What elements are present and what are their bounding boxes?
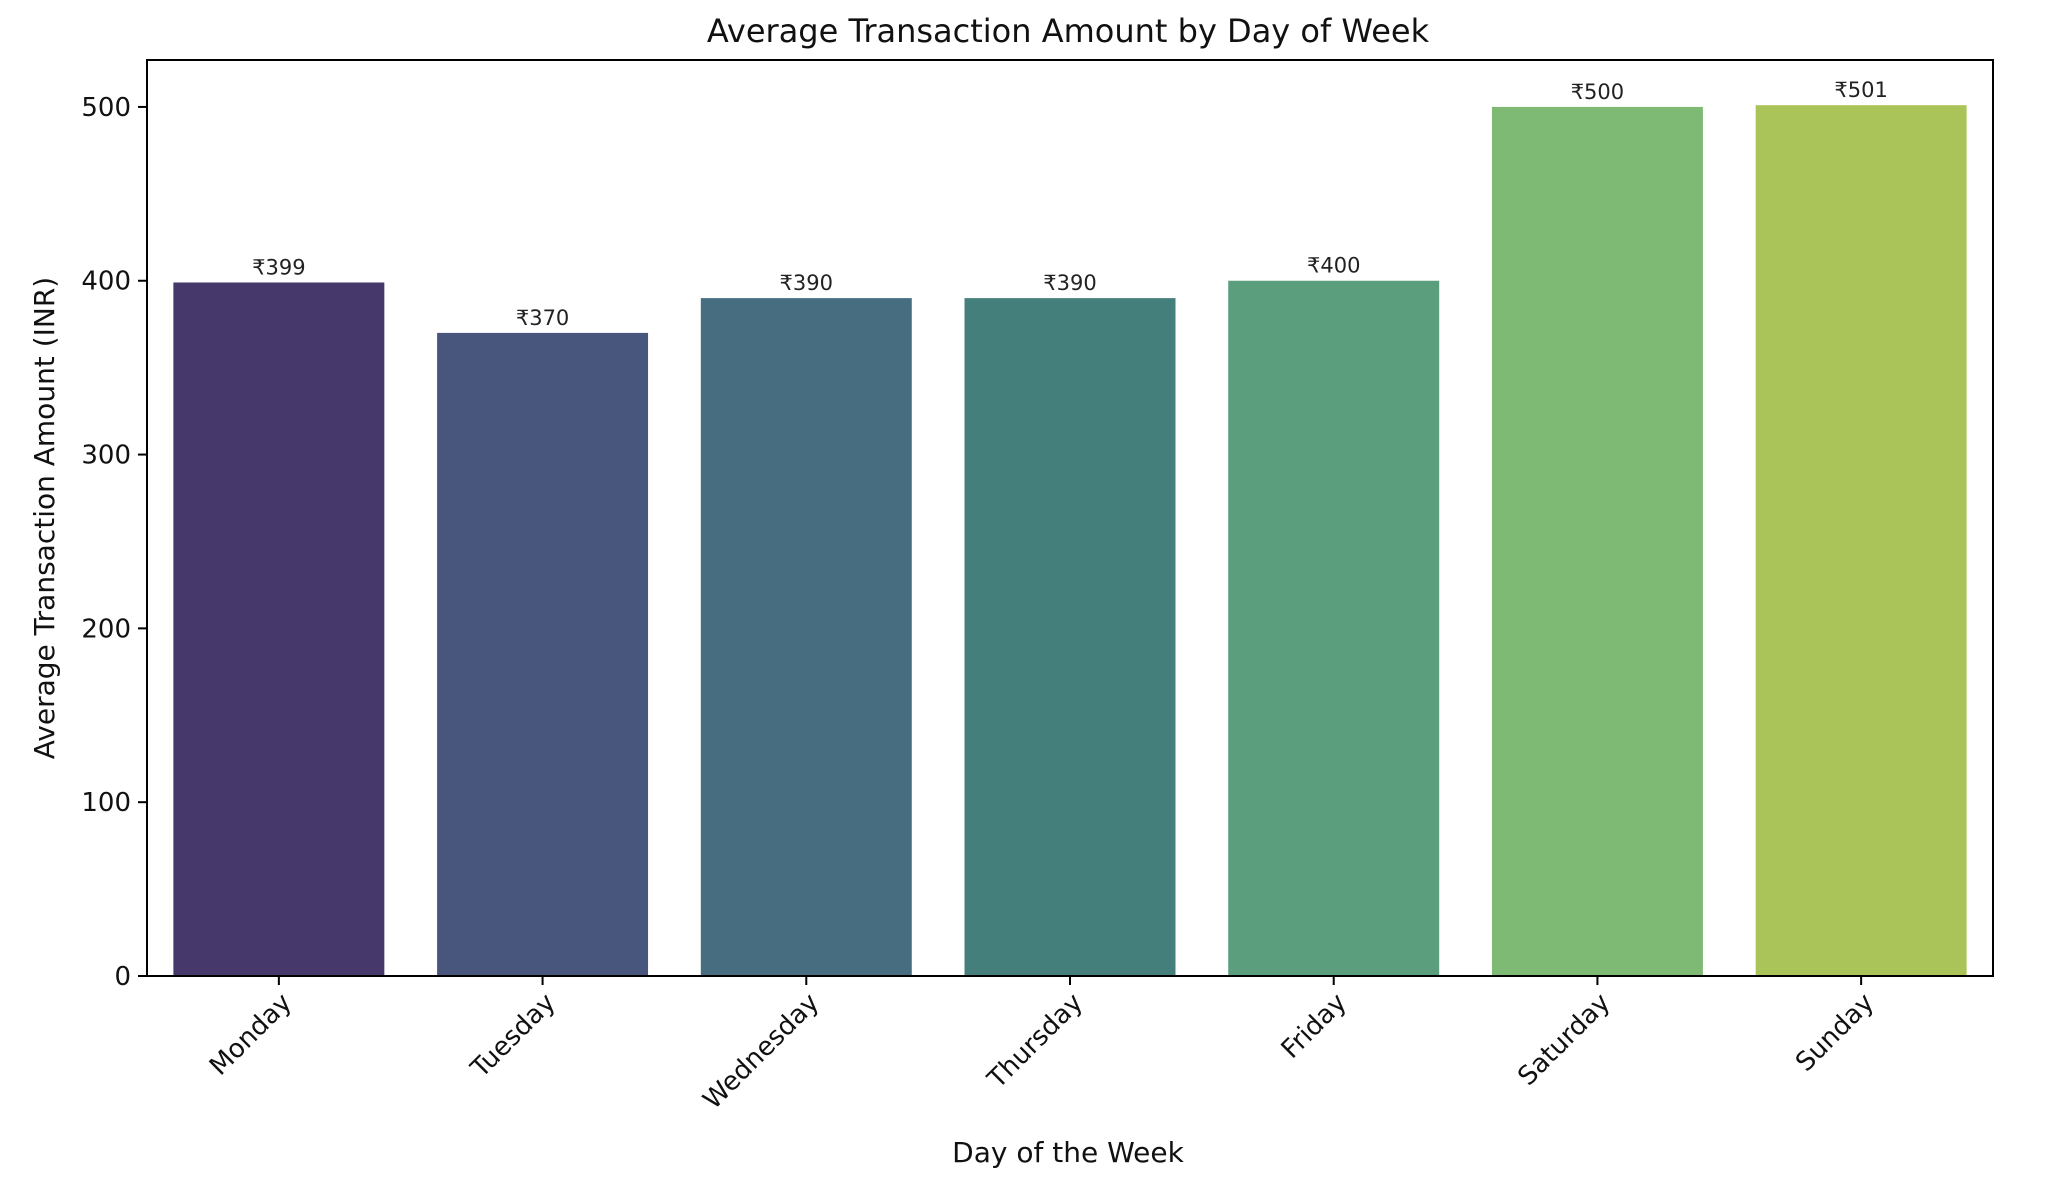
x-axis-label: Day of the Week (952, 1136, 1184, 1169)
chart-title: Average Transaction Amount by Day of Wee… (707, 12, 1430, 50)
bar-friday (1228, 280, 1440, 976)
data-label: ₹500 (1571, 80, 1624, 104)
y-tick-label: 500 (81, 93, 131, 123)
data-label: ₹390 (780, 271, 833, 295)
bar-thursday (964, 298, 1176, 976)
y-tick-label: 300 (81, 441, 131, 471)
x-tick-label: Thursday (982, 988, 1089, 1095)
data-label: ₹370 (516, 306, 569, 330)
bar-sunday (1755, 105, 1967, 976)
data-label: ₹390 (1043, 271, 1096, 295)
plot-area: 0 100 200 300 400 500 ₹399 Monday ₹370 Tuesday ₹39… (81, 78, 1967, 1116)
x-tick-label: Saturday (1512, 988, 1616, 1092)
bar-wednesday (700, 298, 912, 976)
x-tick-label: Wednesday (698, 988, 826, 1116)
y-tick-label: 0 (114, 962, 131, 992)
y-tick-label: 100 (81, 788, 131, 818)
data-label: ₹400 (1307, 254, 1360, 278)
x-tick-label: Sunday (1790, 988, 1880, 1078)
x-tick-label: Monday (204, 988, 298, 1082)
plot-frame (146, 59, 1994, 977)
bar-saturday (1491, 106, 1703, 976)
bar-monday (173, 282, 385, 977)
data-label: ₹399 (252, 255, 305, 279)
y-axis-label: Average Transaction Amount (INR) (28, 277, 61, 759)
x-tick-label: Tuesday (465, 988, 562, 1085)
data-label: ₹501 (1834, 78, 1887, 102)
y-tick-label: 200 (81, 614, 131, 644)
y-tick-label: 400 (81, 267, 131, 297)
x-tick-label: Friday (1276, 988, 1353, 1065)
bar-tuesday (437, 332, 649, 976)
